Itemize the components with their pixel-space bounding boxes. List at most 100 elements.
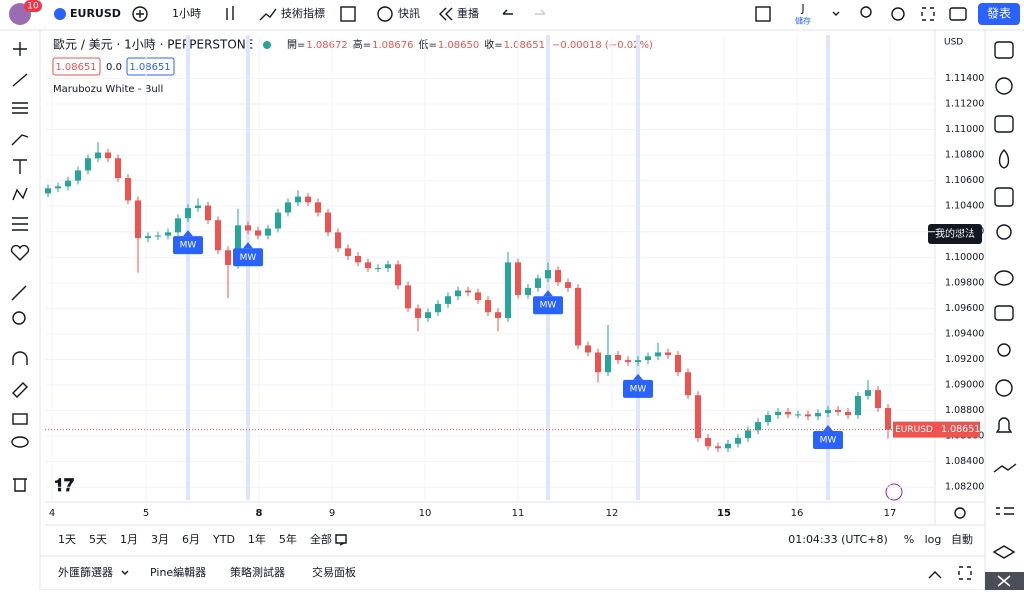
layout-name[interactable]: J — [800, 2, 804, 15]
brush[interactable] — [11, 134, 29, 146]
log[interactable]: log — [925, 533, 942, 546]
candle-body — [685, 372, 691, 396]
trading[interactable] — [993, 463, 1017, 473]
plot: 1.082001.084001.086001.088001.090001.092… — [45, 35, 984, 519]
date-range[interactable] — [335, 534, 347, 546]
chat[interactable] — [994, 270, 1014, 286]
x-tick-label: 11 — [512, 508, 525, 519]
fullscreen[interactable] — [921, 7, 935, 21]
spread: 0.0 — [106, 62, 122, 73]
candle-body — [285, 202, 291, 213]
ruler[interactable] — [11, 285, 27, 301]
magnet[interactable] — [12, 351, 28, 365]
broadcast[interactable] — [995, 379, 1013, 397]
snapshot[interactable] — [949, 7, 967, 21]
candle-body — [245, 225, 251, 231]
marker[interactable] — [813, 430, 843, 449]
trash[interactable] — [13, 478, 27, 492]
sell-box[interactable] — [52, 57, 101, 76]
candle-body — [355, 256, 361, 263]
timeframe[interactable]: 1天 — [58, 533, 76, 546]
marker[interactable] — [233, 248, 263, 267]
pattern[interactable] — [12, 187, 28, 201]
panel-fullscreen[interactable] — [958, 566, 972, 580]
ohlc-legend: 開= 1.08672 高= 1.08676 低= 1.08650 收= 1.08651 — [287, 38, 545, 51]
notifications[interactable] — [995, 417, 1013, 433]
favorites[interactable] — [10, 244, 30, 261]
indicators[interactable]: 技術指標 — [281, 6, 325, 20]
hide[interactable] — [11, 436, 29, 448]
lock[interactable] — [12, 413, 28, 425]
publish-button[interactable] — [978, 3, 1020, 25]
panel-tab[interactable]: 交易面板 — [312, 565, 356, 579]
marker-label: MW — [180, 241, 197, 251]
layers[interactable] — [992, 545, 1016, 559]
axis-settings[interactable] — [954, 507, 966, 519]
messages[interactable] — [994, 305, 1014, 321]
chart-type[interactable] — [226, 6, 234, 20]
data-window[interactable] — [994, 115, 1014, 133]
y-tick-label: 1.09400 — [945, 328, 984, 339]
hotlist[interactable] — [998, 149, 1010, 169]
alerts-panel[interactable] — [995, 77, 1013, 95]
redo[interactable] — [535, 9, 546, 15]
lock-draw[interactable] — [12, 382, 28, 398]
layout[interactable] — [755, 6, 771, 22]
currency[interactable]: USD — [944, 38, 963, 48]
crosshair[interactable] — [13, 42, 27, 56]
undo[interactable] — [502, 9, 513, 15]
candle-body — [575, 287, 581, 346]
timeframe[interactable]: YTD — [212, 533, 235, 546]
streams[interactable] — [997, 343, 1011, 357]
candle-body — [75, 170, 81, 181]
marker[interactable] — [533, 296, 563, 315]
zoom[interactable] — [12, 311, 26, 325]
object-tree[interactable] — [996, 507, 1014, 515]
fib[interactable] — [12, 102, 28, 114]
forecast[interactable] — [12, 217, 28, 231]
interval[interactable]: 1小時 — [172, 7, 201, 20]
market-status — [263, 41, 271, 49]
alert-icon — [377, 6, 393, 22]
ohlc-value: 1.08672 — [306, 40, 347, 51]
templates[interactable] — [340, 6, 356, 22]
auto[interactable]: 自動 — [951, 532, 973, 546]
dropdown[interactable] — [832, 11, 840, 16]
buy-box[interactable] — [126, 57, 175, 76]
panel-tab[interactable]: 策略測試器 — [230, 565, 285, 579]
add-symbol[interactable] — [132, 6, 148, 22]
marker[interactable] — [173, 236, 203, 255]
symbol[interactable]: EURUSD — [70, 7, 121, 20]
timeframe[interactable]: 3月 — [151, 533, 169, 546]
trend-line[interactable] — [12, 73, 28, 87]
candle-body — [805, 414, 811, 417]
panel-tabs: 外匯篩選器 Pine編輯器 策略測試器 交易面板 — [58, 565, 356, 579]
flash-icon[interactable] — [885, 483, 903, 501]
ideas[interactable] — [996, 224, 1012, 240]
save[interactable]: 儲存 — [795, 16, 811, 26]
watchlist[interactable] — [994, 41, 1014, 59]
text-tool[interactable] — [13, 159, 27, 174]
calendar[interactable] — [994, 187, 1014, 207]
panel-tab[interactable]: 外匯篩選器 — [58, 565, 113, 579]
timeframe[interactable]: 1年 — [248, 532, 266, 546]
replay[interactable]: 重播 — [457, 6, 479, 20]
candle-body — [525, 287, 531, 295]
alerts[interactable]: 快訊 — [398, 6, 420, 20]
maximize[interactable] — [928, 571, 942, 579]
timeframe[interactable]: 6月 — [182, 533, 200, 546]
candle-body — [265, 228, 271, 236]
panel-tab[interactable]: Pine編輯器 — [150, 565, 206, 579]
percent[interactable]: % — [904, 533, 914, 546]
marker[interactable] — [623, 379, 653, 398]
candle-body — [425, 312, 431, 318]
timeframe[interactable]: 5天 — [89, 533, 107, 546]
dropdown[interactable] — [121, 570, 129, 575]
timeframe[interactable]: 全部 — [310, 532, 332, 546]
timeframe[interactable]: 5年 — [279, 532, 297, 546]
timeframe[interactable]: 1月 — [120, 533, 138, 546]
search[interactable] — [860, 6, 872, 18]
drawing-tools — [10, 42, 30, 492]
y-tick-label: 1.08400 — [945, 456, 984, 467]
settings[interactable] — [891, 7, 905, 21]
